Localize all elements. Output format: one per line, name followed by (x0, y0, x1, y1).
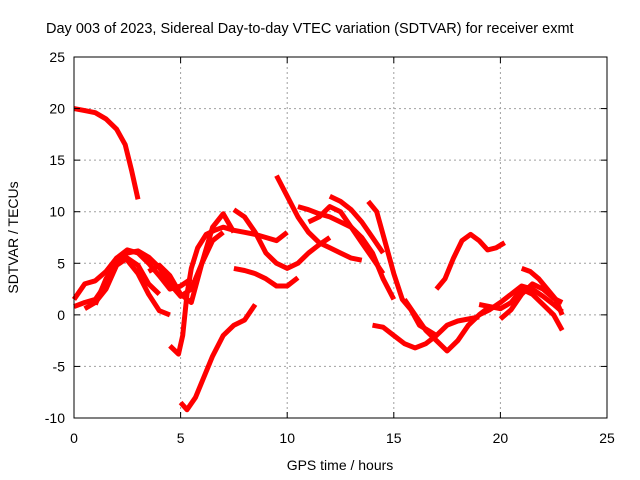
series-line-arc-16 (372, 314, 480, 351)
y-tick-label: 15 (49, 152, 65, 168)
chart-title: Day 003 of 2023, Sidereal Day-to-day VTE… (46, 21, 574, 37)
plot-frame (73, 56, 608, 419)
series-line-arc-13 (307, 204, 386, 276)
y-tick-label: -5 (53, 358, 66, 374)
series-line-arc-06 (147, 211, 237, 305)
series-line-arc-09 (232, 207, 332, 271)
series-line-arc-08 (178, 303, 258, 413)
axis-ticks (73, 56, 608, 419)
x-tick-label: 15 (386, 430, 402, 446)
series-line-arc-14 (328, 193, 386, 255)
y-tick-label: -10 (45, 410, 65, 426)
y-tick-label: 10 (49, 204, 65, 220)
x-tick-label: 5 (177, 430, 185, 446)
y-tick-label: 25 (49, 49, 65, 65)
x-axis-label: GPS time / hours (287, 457, 394, 473)
series-line-arc-20 (478, 286, 565, 332)
tick-labels: 0 5 10 15 20 25 -10 -5 0 5 10 15 20 25 (45, 49, 615, 446)
grid-lines (74, 57, 607, 418)
series-line-arc-10 (233, 265, 300, 289)
y-tick-label: 20 (49, 101, 65, 117)
series-line-arc-11 (274, 174, 363, 263)
x-tick-label: 25 (599, 430, 615, 446)
y-tick-label: 0 (57, 307, 65, 323)
series-line-arc-01 (73, 106, 141, 200)
series-line-arc-22 (520, 266, 565, 316)
x-tick-label: 20 (493, 430, 509, 446)
series-line-arc-17 (402, 297, 492, 354)
series-line-arc-18 (434, 231, 506, 291)
series-line-arc-07 (168, 224, 289, 357)
y-axis-label: SDTVAR / TECUs (5, 181, 21, 293)
y-tick-label: 5 (57, 255, 65, 271)
series-group (71, 106, 565, 413)
x-tick-label: 0 (70, 430, 78, 446)
x-tick-label: 10 (279, 430, 295, 446)
